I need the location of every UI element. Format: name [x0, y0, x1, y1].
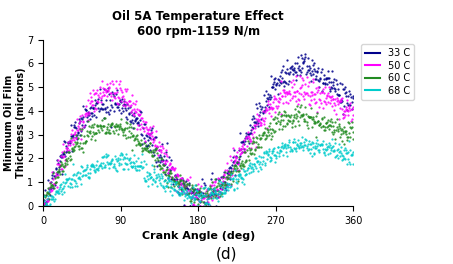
- X-axis label: Crank Angle (deg): Crank Angle (deg): [142, 231, 255, 241]
- Legend: 33 C, 50 C, 60 C, 68 C: 33 C, 50 C, 60 C, 68 C: [361, 44, 414, 100]
- Text: (d): (d): [216, 246, 237, 261]
- Title: Oil 5A Temperature Effect
600 rpm-1159 N/m: Oil 5A Temperature Effect 600 rpm-1159 N…: [112, 11, 284, 39]
- Y-axis label: Minimum Oil Film
Thickness (microns): Minimum Oil Film Thickness (microns): [4, 67, 26, 178]
